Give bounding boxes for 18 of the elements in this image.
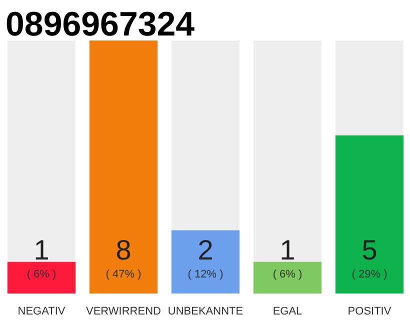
x-tick-label: EGAL <box>272 306 302 318</box>
x-tick-label: UNBEKANNTE <box>168 306 244 318</box>
data-label: 1 <box>280 234 296 266</box>
annotation: ( 6% ) <box>26 268 56 280</box>
x-tick-label: NEGATIV <box>18 306 66 318</box>
data-label: 1 <box>34 234 50 266</box>
annotation: ( 12% ) <box>188 268 224 280</box>
bar <box>7 262 76 294</box>
x-tick-label: POSITIV <box>348 306 392 318</box>
annotation: ( 6% ) <box>272 268 302 280</box>
x-tick-label: VERWIRREND <box>86 306 162 318</box>
data-label: 5 <box>362 234 378 266</box>
annotation: ( 29% ) <box>352 268 388 280</box>
bar <box>253 262 322 294</box>
data-label: 8 <box>116 234 132 266</box>
annotation: ( 47% ) <box>106 268 142 280</box>
chart-title: 0896967324 <box>6 6 195 44</box>
data-label: 2 <box>198 234 214 266</box>
